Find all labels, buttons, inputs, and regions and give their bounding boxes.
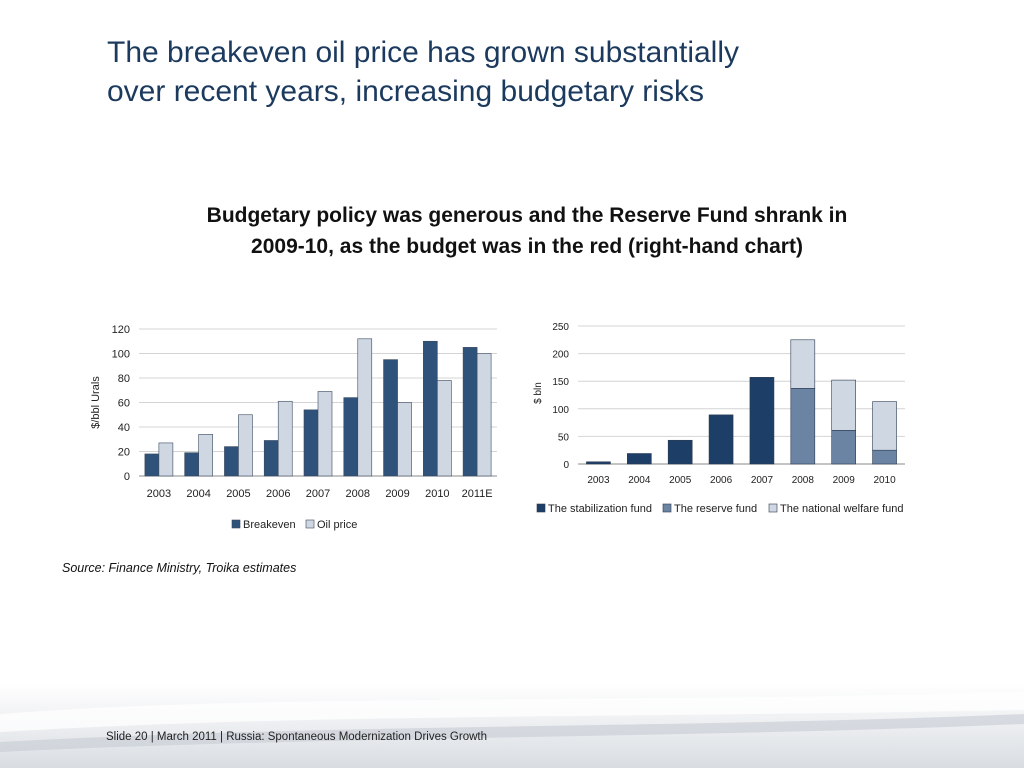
y-tick-label: 60 bbox=[118, 398, 130, 410]
oil-price-bar bbox=[198, 434, 213, 477]
national-welfare-fund-bar bbox=[872, 401, 897, 451]
x-tick-label: 2009 bbox=[833, 475, 856, 486]
y-tick-label: 200 bbox=[552, 350, 569, 361]
y-tick-label: 50 bbox=[558, 432, 570, 443]
legend-swatch bbox=[662, 503, 672, 513]
reserve-fund-bar bbox=[790, 388, 816, 465]
x-tick-label: 2010 bbox=[425, 488, 449, 500]
y-tick-label: 120 bbox=[112, 324, 130, 336]
source-note: Source: Finance Ministry, Troika estimat… bbox=[62, 561, 297, 575]
legend-label: The stabilization fund bbox=[548, 503, 652, 515]
x-tick-label: 2003 bbox=[147, 488, 171, 500]
y-tick-label: 20 bbox=[118, 447, 130, 459]
stabilization-fund-bar bbox=[667, 439, 693, 465]
x-tick-label: 2006 bbox=[266, 488, 290, 500]
oil-price-bar bbox=[317, 391, 333, 477]
slide-title-line: The breakeven oil price has grown substa… bbox=[107, 36, 740, 69]
y-tick-label: 150 bbox=[552, 377, 569, 388]
x-tick-label: 2004 bbox=[186, 488, 210, 500]
legend-label: Breakeven bbox=[243, 519, 296, 531]
x-tick-label: 2008 bbox=[792, 475, 815, 486]
x-tick-label: 2009 bbox=[385, 488, 409, 500]
slide-title-line: over recent years, increasing budgetary … bbox=[107, 75, 704, 108]
footer-swoosh-decoration bbox=[0, 684, 1024, 768]
reserve-fund-bar bbox=[831, 430, 856, 465]
stabilization-fund-bar bbox=[586, 461, 611, 465]
oil-price-bar bbox=[357, 338, 373, 477]
national-welfare-fund-bar bbox=[831, 379, 856, 431]
slide-footer: Slide 20 | March 2011 | Russia: Spontane… bbox=[106, 731, 487, 743]
y-tick-label: 80 bbox=[118, 373, 130, 385]
chart-subtitle-line: 2009-10, as the budget was in the red (r… bbox=[251, 235, 803, 258]
oil-price-bar bbox=[277, 400, 293, 477]
x-tick-label: 2003 bbox=[587, 475, 610, 486]
y-axis-label: $ bln bbox=[533, 382, 544, 404]
x-tick-label: 2006 bbox=[710, 475, 733, 486]
x-tick-label: 2007 bbox=[306, 488, 330, 500]
y-tick-label: 40 bbox=[118, 422, 130, 434]
reserve-fund-bar bbox=[872, 449, 897, 465]
stabilization-fund-bar bbox=[749, 377, 775, 465]
y-tick-label: 0 bbox=[563, 460, 569, 471]
y-tick-label: 250 bbox=[552, 322, 569, 333]
oil-price-bar bbox=[158, 442, 174, 477]
stabilization-fund-bar bbox=[627, 453, 652, 465]
x-tick-label: 2008 bbox=[346, 488, 370, 500]
x-tick-label: 2004 bbox=[628, 475, 651, 486]
y-tick-label: 100 bbox=[112, 349, 130, 361]
stabilization-fund-bar bbox=[708, 414, 734, 465]
oil-price-bar bbox=[476, 353, 492, 477]
legend-label: The reserve fund bbox=[674, 503, 757, 515]
x-tick-label: 2007 bbox=[751, 475, 774, 486]
legend-swatch bbox=[768, 503, 778, 513]
chart-subtitle: Budgetary policy was generous and the Re… bbox=[100, 200, 954, 262]
legend-label: The national welfare fund bbox=[780, 503, 904, 515]
x-tick-label: 2005 bbox=[226, 488, 250, 500]
oil-price-bar bbox=[437, 380, 452, 477]
legend-label: Oil price bbox=[317, 519, 357, 531]
x-tick-label: 2011E bbox=[462, 488, 493, 500]
oil-price-bar bbox=[238, 414, 253, 477]
y-axis-label: $/bbl Urals bbox=[90, 376, 102, 429]
oil-price-bar bbox=[397, 402, 412, 477]
slide-title: The breakeven oil price has grown substa… bbox=[107, 33, 927, 111]
legend-swatch bbox=[305, 519, 315, 529]
y-tick-label: 100 bbox=[552, 405, 569, 416]
chart-subtitle-line: Budgetary policy was generous and the Re… bbox=[206, 204, 848, 227]
legend-swatch bbox=[231, 519, 241, 529]
national-welfare-fund-bar bbox=[790, 339, 816, 389]
x-tick-label: 2010 bbox=[873, 475, 896, 486]
y-tick-label: 0 bbox=[124, 471, 130, 483]
legend-swatch bbox=[536, 503, 546, 513]
x-tick-label: 2005 bbox=[669, 475, 692, 486]
